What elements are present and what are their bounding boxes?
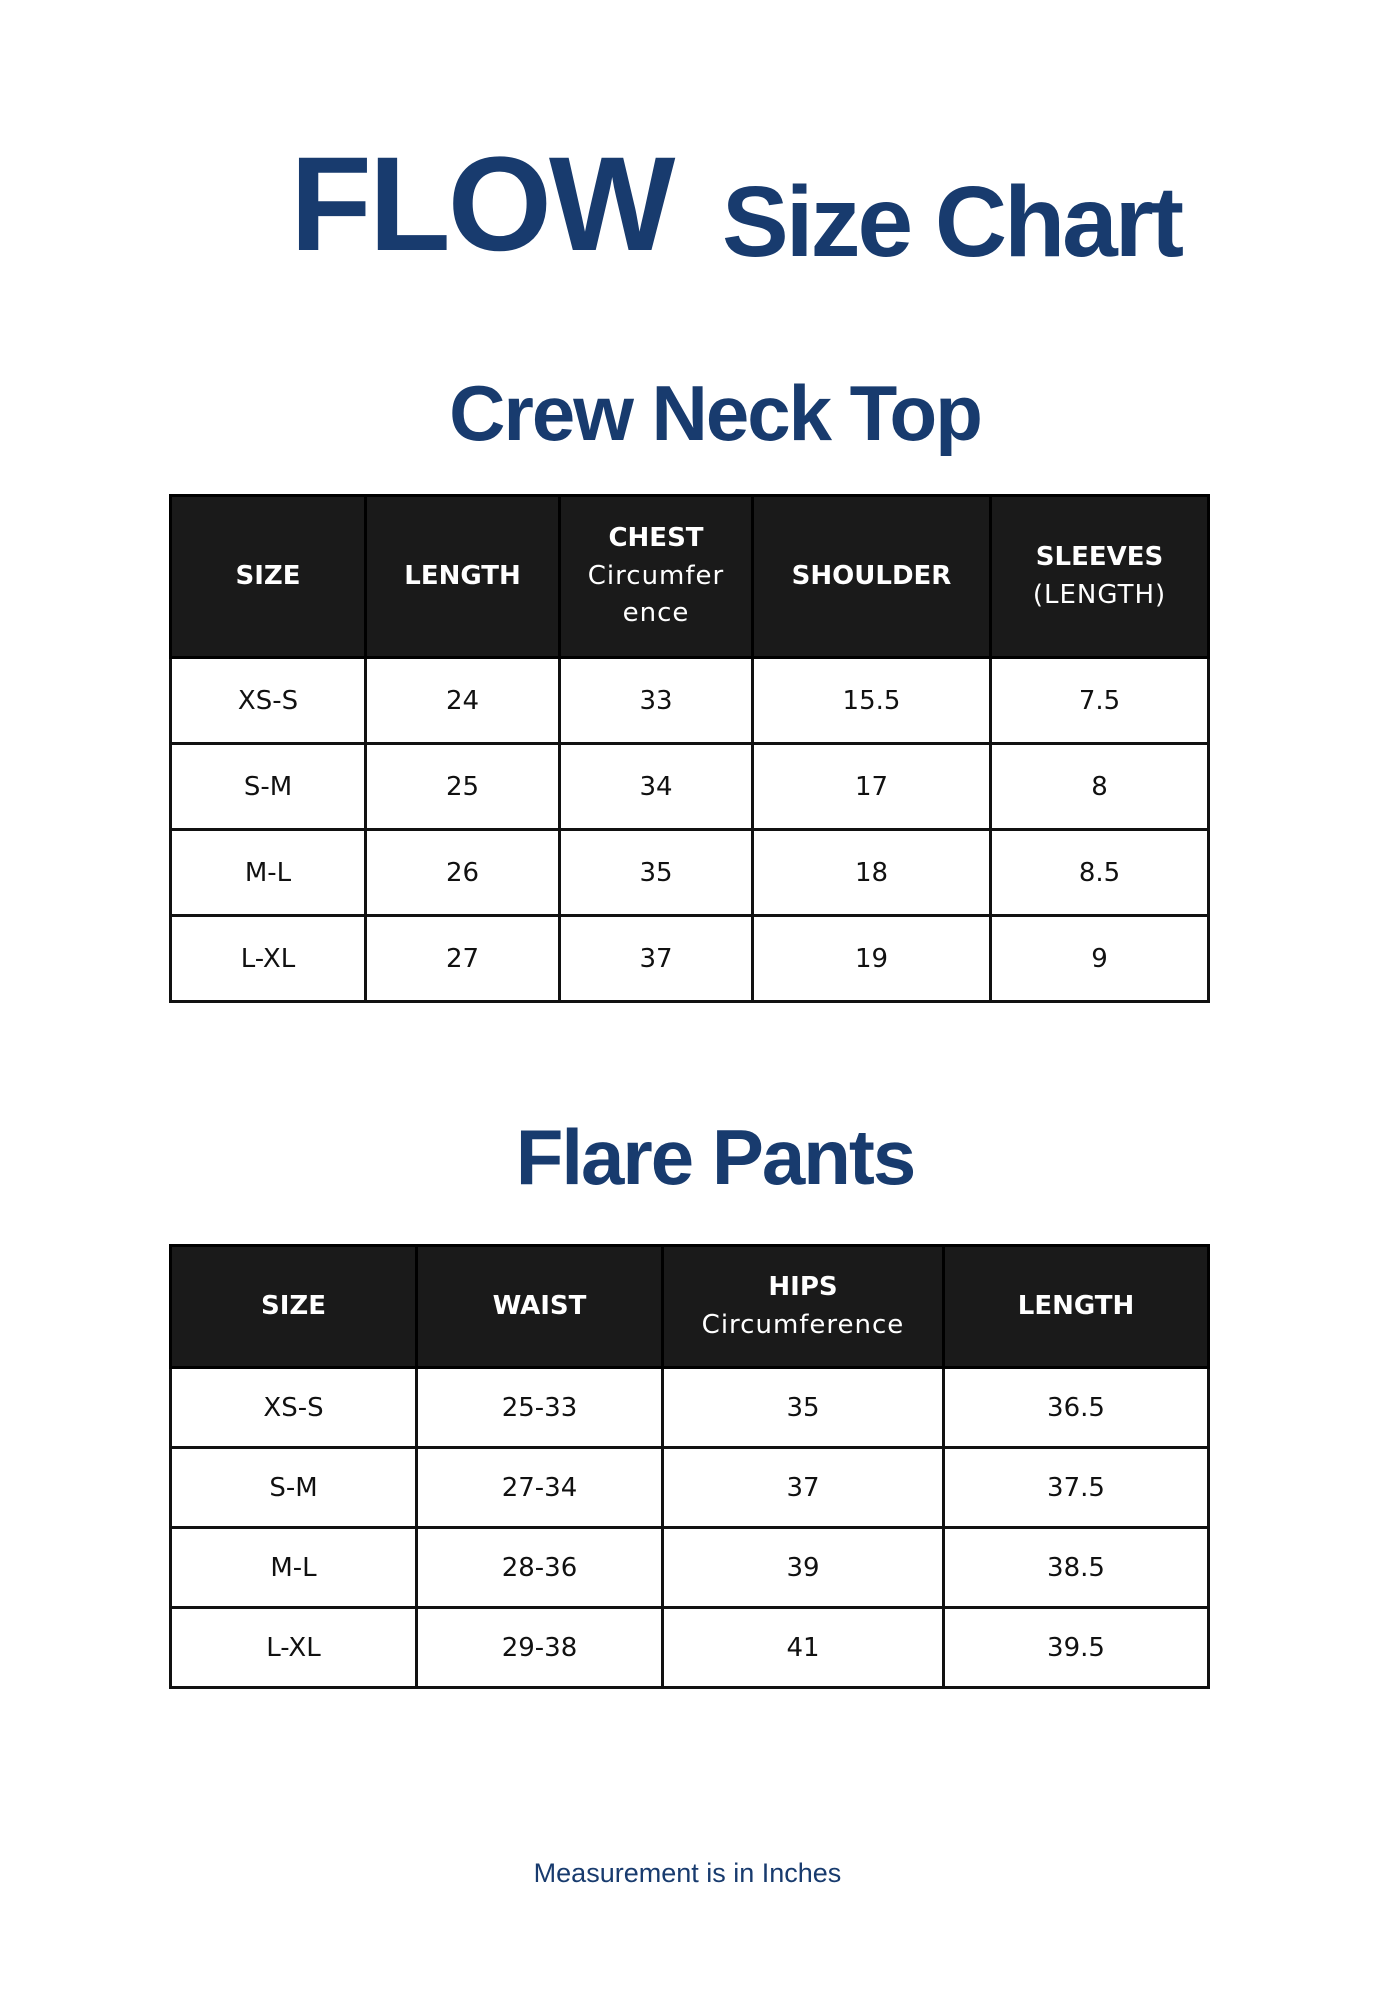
measurement-cell: 24: [364, 656, 561, 745]
measurement-cell: 39: [661, 1526, 945, 1609]
column-header-label: SIZE: [260, 1290, 326, 1321]
table-row: XS-S 25-33 35 36.5: [169, 1366, 1210, 1449]
measurement-cell: 18: [751, 828, 992, 917]
table-row: M-L 28-36 39 38.5: [169, 1526, 1210, 1609]
table-header-row: SIZE WAIST HIPS Circumference LENGTH: [169, 1244, 1210, 1369]
column-header-label: HIPS: [768, 1271, 838, 1302]
flare-pants-size-table: SIZE WAIST HIPS Circumference LENGTH XS-S 25-…: [169, 1244, 1210, 1689]
measurement-cell: 35: [558, 828, 754, 917]
measurement-cell: 36.5: [942, 1366, 1210, 1449]
measurement-cell: 37: [661, 1446, 945, 1529]
measurement-cell: 19: [751, 914, 992, 1003]
column-header-label: LENGTH: [404, 560, 521, 591]
measurement-cell: 26: [364, 828, 561, 917]
column-header: CHEST Circumfer ence: [558, 494, 754, 659]
size-cell: L-XL: [169, 914, 367, 1003]
size-cell: M-L: [169, 828, 367, 917]
measurement-cell: 27: [364, 914, 561, 1003]
measurement-cell: 17: [751, 742, 992, 831]
measurement-cell: 37.5: [942, 1446, 1210, 1529]
measurement-cell: 38.5: [942, 1526, 1210, 1609]
column-header: LENGTH: [942, 1244, 1210, 1369]
measurement-cell: 37: [558, 914, 754, 1003]
measurement-cell: 39.5: [942, 1606, 1210, 1689]
column-header-label: SLEEVES: [1035, 541, 1164, 572]
column-header-label: CHEST: [608, 522, 704, 553]
size-cell: XS-S: [169, 656, 367, 745]
measurement-cell: 8.5: [989, 828, 1210, 917]
measurement-cell: 41: [661, 1606, 945, 1689]
measurement-cell: 8: [989, 742, 1210, 831]
size-cell: L-XL: [169, 1606, 418, 1689]
measurement-cell: 29-38: [415, 1606, 664, 1689]
column-header: WAIST: [415, 1244, 664, 1369]
column-header-label: WAIST: [492, 1290, 587, 1321]
size-cell: S-M: [169, 1446, 418, 1529]
table-header-row: SIZE LENGTH CHEST Circumfer ence SHOULDER SLE…: [169, 494, 1210, 659]
size-cell: XS-S: [169, 1366, 418, 1449]
measurement-cell: 34: [558, 742, 754, 831]
column-header-label: SHOULDER: [791, 560, 952, 591]
pants-section-title: Flare Pants: [515, 1113, 917, 1201]
measurement-cell: 15.5: [751, 656, 992, 745]
column-header: SIZE: [169, 1244, 418, 1369]
top-section-title: Crew Neck Top: [449, 369, 983, 457]
measurement-cell: 28-36: [415, 1526, 664, 1609]
table-row: L-XL 29-38 41 39.5: [169, 1606, 1210, 1689]
measurement-cell: 25-33: [415, 1366, 664, 1449]
measurement-cell: 9: [989, 914, 1210, 1003]
measurement-cell: 33: [558, 656, 754, 745]
measurement-cell: 35: [661, 1366, 945, 1449]
table-row: XS-S 24 33 15.5 7.5: [169, 656, 1210, 745]
measurement-cell: 27-34: [415, 1446, 664, 1529]
size-cell: S-M: [169, 742, 367, 831]
table-row: S-M 27-34 37 37.5: [169, 1446, 1210, 1529]
column-header-label: LENGTH: [1017, 1290, 1135, 1321]
page-title: Size Chart: [722, 166, 1184, 278]
size-cell: M-L: [169, 1526, 418, 1609]
column-header-sublabel: Circumference: [701, 1309, 905, 1340]
measurement-cell: 7.5: [989, 656, 1210, 745]
table-row: M-L 26 35 18 8.5: [169, 828, 1210, 917]
brand-logo: FLOW: [290, 130, 675, 279]
column-header: HIPS Circumference: [661, 1244, 945, 1369]
table-row: L-XL 27 37 19 9: [169, 914, 1210, 1003]
column-header: SIZE: [169, 494, 367, 659]
measurement-note: Measurement is in Inches: [533, 1858, 842, 1888]
column-header: SLEEVES (LENGTH): [989, 494, 1210, 659]
column-header: LENGTH: [364, 494, 561, 659]
column-header-label: SIZE: [235, 560, 301, 591]
column-header-sublabel: (LENGTH): [1032, 579, 1167, 610]
measurement-cell: 25: [364, 742, 561, 831]
table-row: S-M 25 34 17 8: [169, 742, 1210, 831]
crew-neck-top-size-table: SIZE LENGTH CHEST Circumfer ence SHOULDER SLE…: [169, 494, 1210, 1003]
column-header: SHOULDER: [751, 494, 992, 659]
column-header-sublabel: Circumfer ence: [587, 560, 725, 629]
